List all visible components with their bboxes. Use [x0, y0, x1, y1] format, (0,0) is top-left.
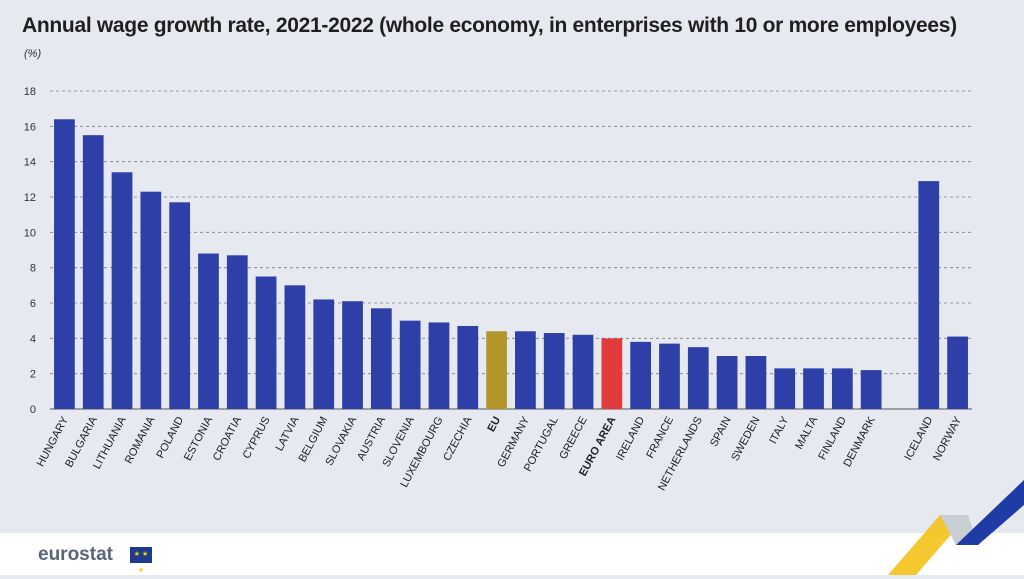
footer-bar: [0, 533, 1024, 575]
bar-malta: [803, 368, 824, 409]
bar-layer: [54, 119, 968, 410]
x-tick-label: CZECHIA: [441, 414, 475, 463]
chart-title: Annual wage growth rate, 2021-2022 (whol…: [22, 14, 957, 37]
bar-eu: [486, 331, 507, 409]
bar-lithuania: [111, 172, 133, 409]
x-tick-label: EU: [485, 415, 503, 434]
label-layer: HUNGARYBULGARIALITHUANIAROMANIAPOLANDEST…: [35, 414, 965, 493]
y-tick-label: 0: [30, 404, 36, 416]
x-tick-label: GREECE: [557, 415, 589, 462]
bar-cyprus: [255, 276, 277, 409]
bar-czechia: [457, 325, 479, 409]
x-tick-label: SPAIN: [708, 415, 734, 449]
bar-greece: [572, 334, 594, 409]
eu-flag-icon: ★ ★ ★: [130, 547, 152, 574]
bar-luxembourg: [428, 322, 450, 409]
bar-latvia: [284, 285, 306, 409]
y-tick-label: 6: [30, 298, 36, 310]
bar-portugal: [543, 333, 565, 409]
x-tick-label: FINLAND: [816, 415, 849, 462]
x-tick-label: IRELAND: [614, 415, 647, 463]
bar-hungary: [54, 119, 75, 410]
y-tick-label: 10: [24, 227, 36, 239]
y-tick-label: 8: [30, 263, 36, 275]
bar-austria: [370, 308, 392, 409]
bar-bulgaria: [82, 135, 104, 409]
bar-slovenia: [399, 320, 421, 409]
x-tick-label: MALTA: [793, 414, 820, 451]
bar-france: [659, 343, 680, 409]
x-tick-label: POLAND: [154, 415, 186, 461]
deco-blue-shape: [956, 480, 1024, 545]
bar-croatia: [226, 255, 248, 409]
decorative-chevron-icon: [888, 480, 1024, 575]
bar-sweden: [745, 356, 767, 409]
x-tick-label: NORWAY: [931, 414, 964, 463]
bar-estonia: [198, 253, 219, 409]
y-tick-label: 2: [30, 369, 36, 381]
bar-iceland: [918, 181, 940, 409]
bar-germany: [515, 331, 536, 409]
bar-chart: 0 2 4 6 8 10 12 14 16 18 HUNGARYBULGARIALITHUANIA…: [24, 86, 972, 493]
unit-label: (%): [24, 48, 42, 60]
x-tick-label: ICELAND: [902, 415, 935, 463]
bar-norway: [947, 336, 968, 409]
y-tick-label: 18: [24, 86, 36, 98]
y-tick-label: 12: [24, 192, 36, 204]
bar-belgium: [313, 299, 335, 409]
x-tick-label: SWEDEN: [729, 415, 762, 463]
x-tick-label: CROATIA: [211, 414, 244, 463]
x-tick-label: ROMANIA: [123, 414, 158, 466]
x-tick-label: AUSTRIA: [355, 414, 388, 462]
y-tick-label: 14: [24, 157, 36, 169]
bar-netherlands: [687, 347, 709, 409]
eurostat-logo: eurostat: [38, 544, 113, 565]
x-tick-label: CYPRUS: [241, 415, 273, 461]
x-tick-label: FRANCE: [644, 415, 676, 461]
bar-spain: [716, 356, 738, 409]
y-tick-label: 4: [30, 333, 36, 345]
x-tick-label: LATVIA: [274, 414, 302, 453]
bar-italy: [774, 368, 796, 409]
bar-denmark: [860, 370, 882, 409]
bar-euro-area: [601, 338, 623, 409]
y-tick-label: 16: [24, 121, 36, 133]
bar-poland: [169, 202, 191, 409]
bar-ireland: [630, 341, 652, 409]
x-tick-label: ESTONIA: [182, 414, 215, 463]
bar-slovakia: [342, 301, 363, 409]
bar-finland: [831, 368, 853, 409]
bar-romania: [140, 191, 162, 409]
x-tick-label: ITALY: [767, 414, 791, 446]
